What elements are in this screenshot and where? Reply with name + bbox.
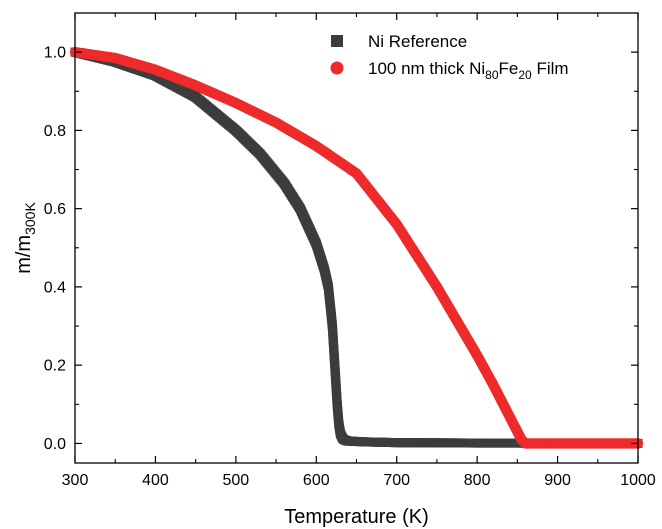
x-tick-label: 500 — [223, 472, 250, 489]
y-tick-label: 0.2 — [44, 358, 66, 375]
y-tick-label: 0.0 — [44, 436, 66, 453]
y-axis-label-sub: 300K — [22, 202, 38, 235]
legend-label: Ni Reference — [368, 32, 467, 51]
x-tick-label: 600 — [303, 472, 330, 489]
y-tick-label: 0.4 — [44, 279, 66, 296]
legend-label-part: Fe — [499, 59, 519, 78]
y-tick-label: 0.8 — [44, 123, 66, 140]
legend-label-part: 80 — [485, 68, 499, 82]
series-layer — [69, 46, 644, 449]
x-tick-label: 300 — [62, 472, 89, 489]
series-2 — [69, 46, 644, 449]
legend-label-part: 20 — [518, 68, 532, 82]
y-axis-label-main: m/m — [13, 235, 35, 274]
x-tick-label: 700 — [383, 472, 410, 489]
y-axis: 0.0 0.2 0.4 0.6 0.8 1.0 — [44, 45, 638, 453]
x-axis: 300 400 500 600 700 800 900 1000 — [62, 13, 656, 489]
x-tick-label: 400 — [142, 472, 169, 489]
y-tick-label: 1.0 — [44, 45, 66, 62]
legend-marker-square — [331, 35, 343, 47]
legend-label-part: Film — [532, 59, 569, 78]
legend-label-part: 100 nm thick Ni — [368, 59, 485, 78]
legend-marker-circle — [330, 61, 344, 75]
legend-label-part: Ni Reference — [368, 32, 467, 51]
legend: Ni Reference 100 nm thick Ni80Fe20 Film — [330, 32, 569, 82]
x-axis-label: Temperature (K) — [284, 506, 429, 528]
x-tick-label: 900 — [544, 472, 571, 489]
x-tick-label: 800 — [464, 472, 491, 489]
x-tick-label: 1000 — [620, 472, 656, 489]
y-tick-label: 0.6 — [44, 201, 66, 218]
legend-label: 100 nm thick Ni80Fe20 Film — [368, 59, 569, 82]
y-axis-label: m/m300K — [13, 202, 38, 274]
series-1 — [70, 47, 643, 448]
